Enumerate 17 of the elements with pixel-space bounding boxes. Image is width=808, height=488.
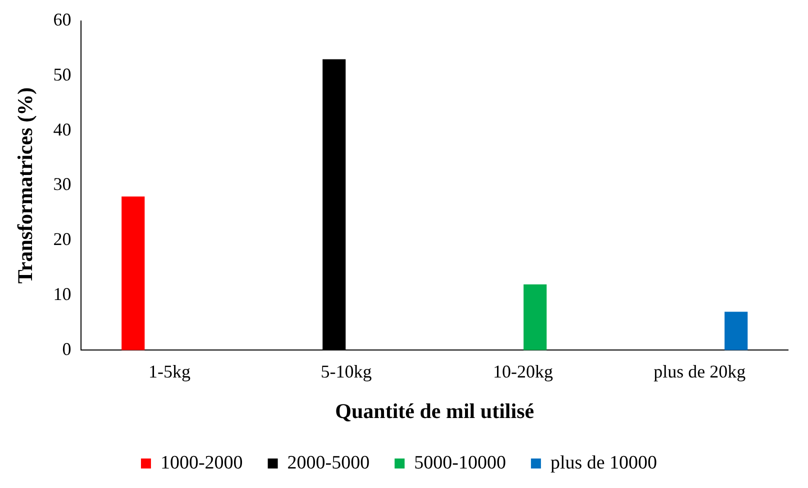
y-tick-label: 20 (53, 229, 72, 250)
x-axis-title: Quantité de mil utilisé (335, 398, 534, 423)
legend-label: plus de 10000 (550, 452, 658, 474)
y-tick-label: 0 (62, 338, 72, 359)
x-tick-label: 1-5kg (148, 362, 191, 382)
x-tick-label: 5-10kg (320, 362, 372, 382)
legend-label: 5000-10000 (414, 452, 506, 474)
y-tick-label: 30 (53, 174, 72, 194)
y-tick-label: 40 (53, 119, 72, 140)
x-tick-label: 10-20kg (492, 362, 553, 382)
y-axis-title: Transformatrices (%) (13, 87, 38, 284)
y-tick-label: 50 (53, 64, 72, 84)
x-tick-label: plus de 20kg (654, 362, 746, 382)
legend-label: 2000-5000 (287, 452, 370, 474)
y-tick-label: 10 (53, 284, 72, 304)
legend-label: 1000-2000 (160, 452, 243, 474)
y-tick-label: 60 (53, 10, 72, 30)
